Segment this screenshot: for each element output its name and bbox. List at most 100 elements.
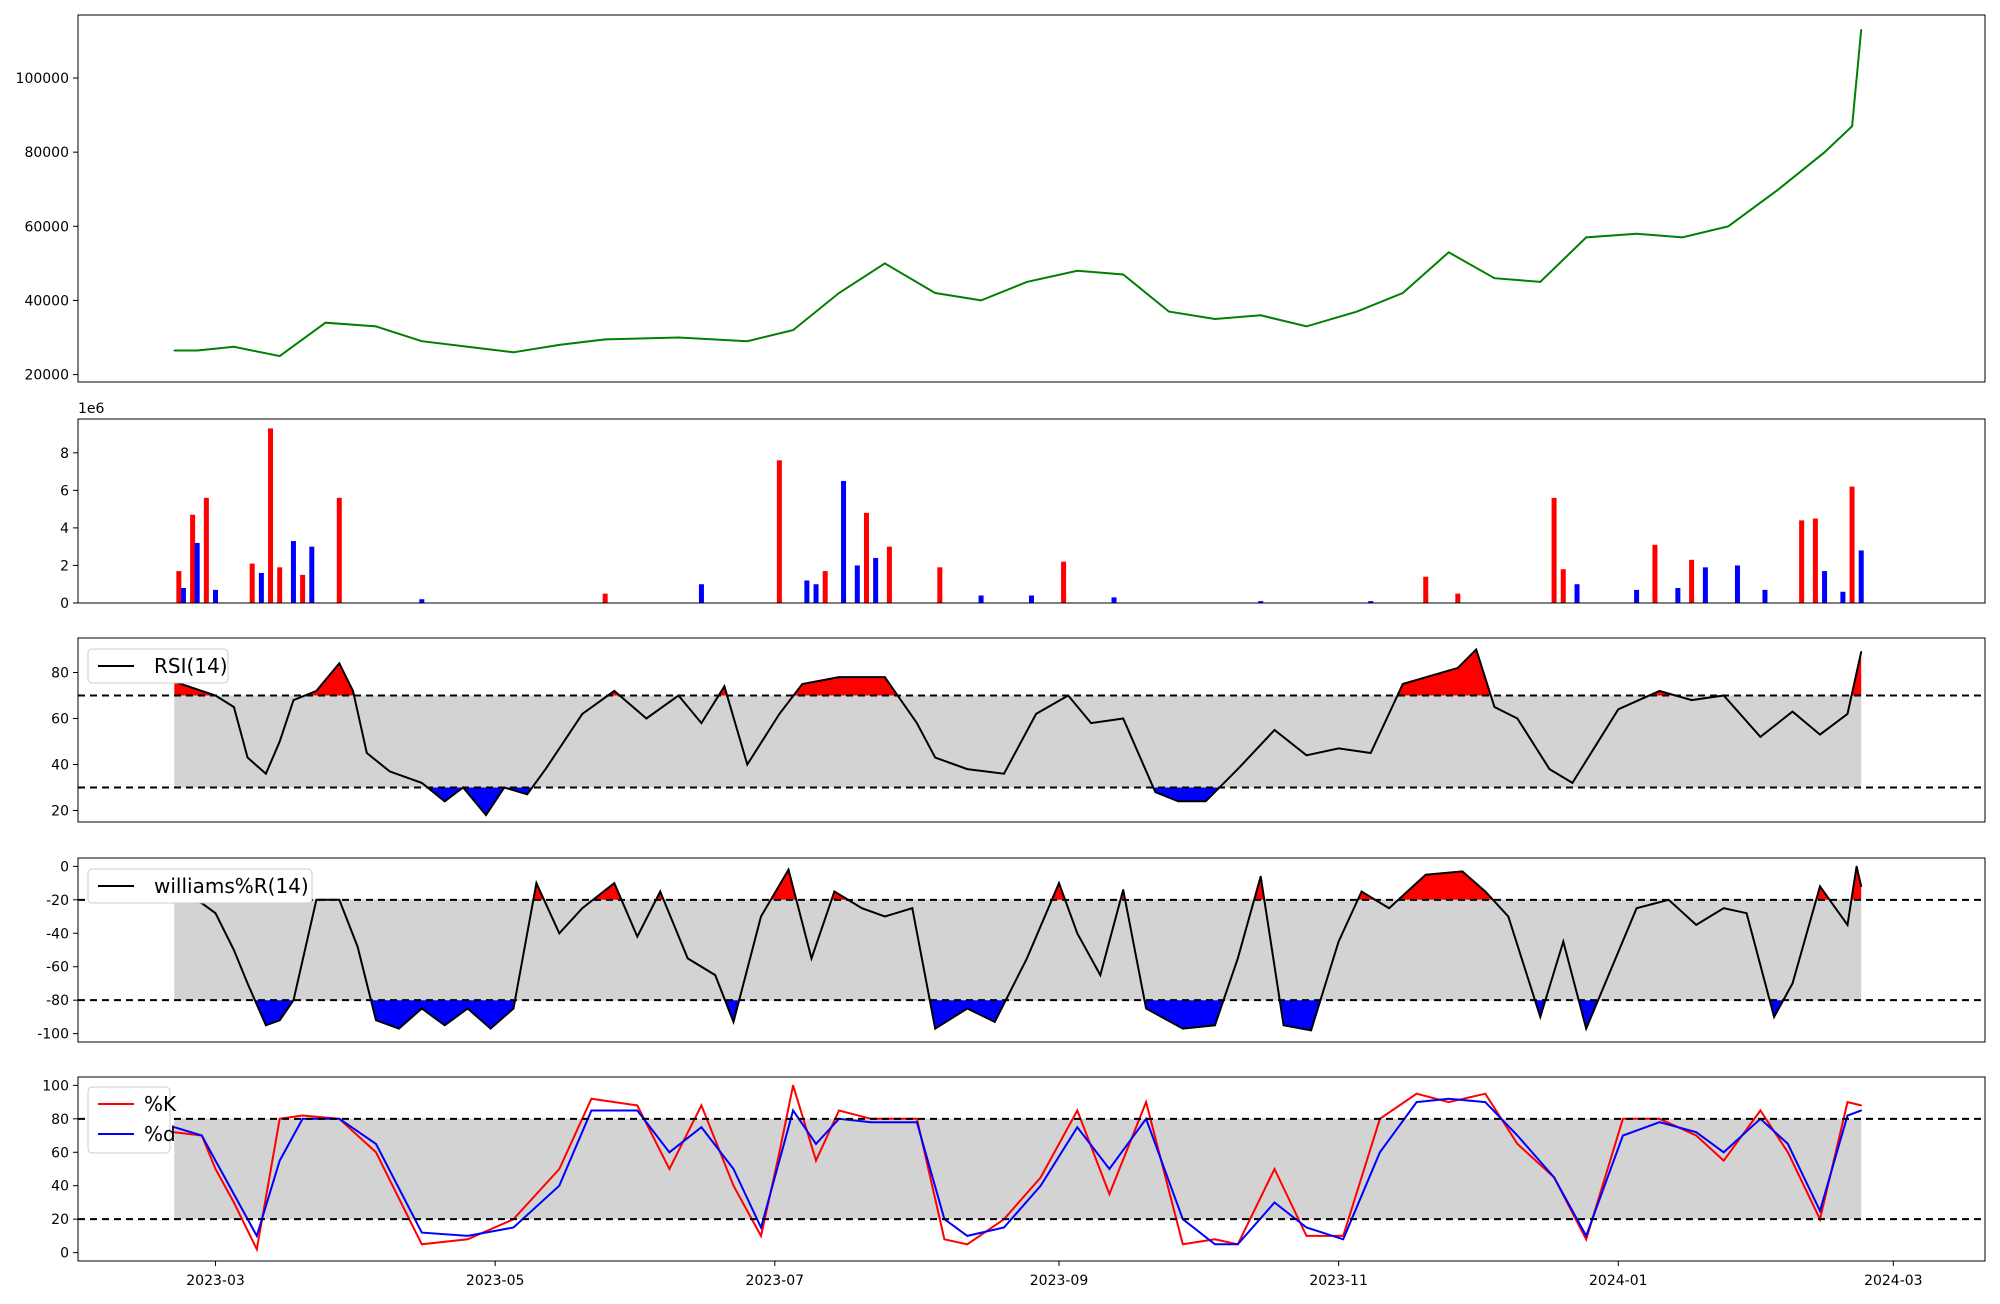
data-point	[760, 915, 762, 918]
neutral-band	[174, 899, 1862, 1001]
volume-bar	[258, 572, 264, 603]
y-tick-label: 20	[51, 804, 69, 820]
d-point	[1108, 1168, 1111, 1170]
k-point	[778, 1151, 781, 1154]
axes-frame	[77, 14, 1986, 383]
data-point	[1035, 713, 1037, 715]
data-point	[787, 868, 790, 871]
volume-bar	[698, 584, 704, 603]
data-point	[1282, 1024, 1285, 1027]
data-point	[366, 752, 368, 754]
data-point	[1690, 699, 1693, 701]
x-tick-label: 2023-03	[186, 1273, 245, 1289]
panel-price: 20000 40000 60000 80000 100000	[16, 14, 1986, 384]
x-tick-label: 2023-05	[466, 1273, 525, 1289]
k-point	[301, 1114, 304, 1117]
d-point	[338, 1118, 341, 1120]
data-point	[732, 1021, 735, 1023]
data-point	[1727, 225, 1730, 228]
data-point	[686, 957, 689, 960]
data-point	[466, 345, 469, 348]
volume-bar	[290, 541, 296, 603]
y-tick-label: 8	[60, 446, 69, 462]
data-point	[1090, 722, 1092, 724]
k-point	[1722, 1159, 1725, 1162]
data-point	[1722, 907, 1725, 909]
data-point	[315, 899, 318, 901]
data-point	[778, 713, 781, 715]
data-point	[1168, 310, 1170, 313]
k-point	[214, 1168, 217, 1170]
data-point	[1461, 870, 1464, 873]
volume-bar	[309, 546, 315, 603]
data-point	[1122, 273, 1124, 276]
data-point	[884, 915, 886, 918]
y-tick-label: -40	[46, 926, 69, 942]
volume-bar	[1762, 589, 1768, 603]
volume-bar	[1423, 576, 1429, 603]
y-tick-label: 0	[60, 1246, 69, 1262]
data-point	[1548, 768, 1551, 770]
k-point	[760, 1235, 762, 1237]
k-point	[421, 1243, 423, 1246]
d-point	[1076, 1126, 1079, 1128]
x-tick-label: 2024-03	[1864, 1273, 1923, 1289]
data-point	[1026, 957, 1028, 960]
d-point	[1342, 1238, 1345, 1241]
volume-bar	[1551, 497, 1557, 603]
data-point	[714, 974, 716, 976]
data-point	[1777, 188, 1780, 191]
data-point	[838, 292, 840, 294]
data-point	[1003, 772, 1005, 775]
k-point	[1658, 1118, 1661, 1120]
y-tick-label: 40	[51, 758, 69, 774]
data-point	[1475, 648, 1477, 651]
volume-bar	[841, 480, 847, 603]
data-point	[1305, 754, 1308, 757]
d-point	[760, 1226, 762, 1229]
data-point	[1617, 708, 1620, 711]
data-point	[1791, 710, 1794, 713]
y-tick-label: 2	[60, 558, 69, 574]
volume-bar	[1702, 567, 1708, 603]
data-point	[246, 982, 249, 985]
volume-bar	[854, 565, 860, 603]
data-point	[1860, 651, 1863, 653]
data-point	[443, 1024, 446, 1027]
data-point	[1846, 924, 1849, 926]
data-point	[1846, 713, 1849, 715]
x-tick-label: 2023-07	[746, 1273, 805, 1289]
overbought-fill	[174, 649, 1862, 696]
data-point	[1819, 885, 1821, 888]
d-point	[815, 1143, 817, 1145]
k-point	[1108, 1193, 1111, 1195]
data-point	[1337, 747, 1340, 750]
data-point	[1259, 875, 1262, 878]
y-tick-label: 80	[51, 666, 69, 682]
k-point	[173, 1131, 176, 1133]
indicator-line	[174, 866, 1863, 1032]
data-point	[1516, 717, 1519, 720]
data-point	[1145, 1007, 1147, 1010]
k-point	[838, 1109, 840, 1112]
data-point	[613, 882, 616, 884]
panel-volume: 0 2 4 6 8 1e6	[60, 401, 1986, 612]
x-tick-label: 2023-09	[1030, 1273, 1089, 1289]
d-point	[1447, 1097, 1450, 1100]
d-point	[255, 1235, 258, 1237]
volume-bar	[180, 587, 186, 603]
legend-box	[87, 868, 313, 904]
volume-bar	[1799, 520, 1805, 603]
y-tick-label: 20	[51, 1212, 69, 1228]
data-point	[1635, 232, 1638, 235]
data-point	[1236, 768, 1239, 770]
d-point	[1516, 1134, 1519, 1137]
k-point	[1860, 1104, 1863, 1107]
data-point	[1177, 800, 1179, 803]
d-point	[375, 1143, 377, 1145]
d-point	[173, 1126, 176, 1128]
data-point	[1305, 325, 1308, 328]
data-point	[265, 1024, 267, 1027]
k-point	[1622, 1118, 1624, 1120]
k-point	[668, 1168, 671, 1170]
